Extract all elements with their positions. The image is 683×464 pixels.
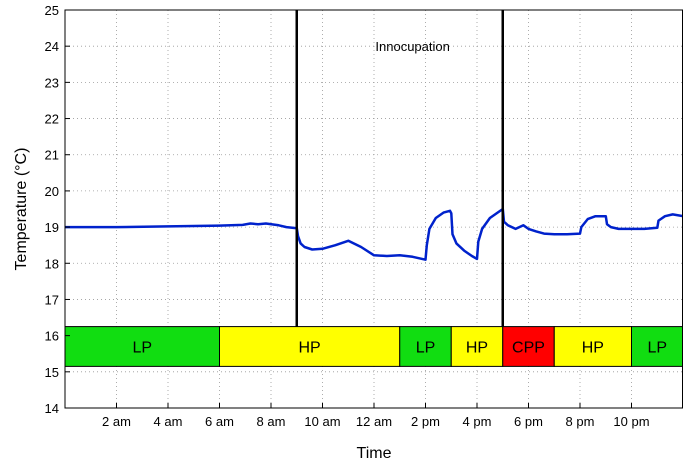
y-tick-label: 16 — [45, 329, 59, 344]
tariff-band-label: CPP — [512, 339, 545, 356]
x-tick-label: 6 pm — [514, 414, 543, 429]
y-tick-label: 24 — [45, 39, 59, 54]
y-tick-label: 19 — [45, 220, 59, 235]
annotation-label: Innocupation — [375, 39, 449, 54]
y-tick-label: 15 — [45, 365, 59, 380]
x-tick-label: 8 am — [257, 414, 286, 429]
tariff-bands: LP HP LP HP CPP HP LP — [64, 326, 683, 367]
y-tick-label: 22 — [45, 112, 59, 127]
y-tick-label: 18 — [45, 256, 59, 271]
tariff-band — [399, 326, 452, 367]
x-tick-label: 8 pm — [566, 414, 595, 429]
x-tick-label: 2 pm — [411, 414, 440, 429]
x-tick-label: 2 am — [102, 414, 131, 429]
x-tick-label: 4 am — [154, 414, 183, 429]
y-tick-label: 14 — [45, 401, 59, 416]
tariff-band — [631, 326, 683, 367]
tariff-band-label: HP — [466, 339, 488, 356]
y-tick-label: 17 — [45, 292, 59, 307]
tariff-band-label: LP — [132, 339, 152, 356]
tariff-band — [64, 326, 220, 367]
x-tick-label: 10 pm — [613, 414, 649, 429]
x-tick-label: 6 am — [205, 414, 234, 429]
y-tick-label: 25 — [45, 3, 59, 18]
y-tick-label: 20 — [45, 184, 59, 199]
x-tick-label: 10 am — [304, 414, 340, 429]
ticks: 14 15 16 17 18 19 20 21 22 23 24 25 2 am 4 am 6 am 8 am… — [45, 3, 650, 429]
x-tick-label: 12 am — [356, 414, 392, 429]
tariff-band — [553, 326, 632, 367]
x-axis-title: Time — [357, 445, 392, 462]
tariff-band-label: LP — [647, 339, 667, 356]
tariff-band-label: HP — [299, 339, 321, 356]
y-tick-label: 21 — [45, 148, 59, 163]
vertical-markers — [295, 10, 504, 327]
tariff-band-label: LP — [416, 339, 436, 356]
tariff-band — [450, 326, 504, 367]
tariff-band — [502, 326, 555, 367]
y-tick-label: 23 — [45, 75, 59, 90]
tariff-band-label: HP — [582, 339, 604, 356]
x-tick-label: 4 pm — [463, 414, 492, 429]
y-axis-title: Temperature (°C) — [13, 148, 30, 271]
